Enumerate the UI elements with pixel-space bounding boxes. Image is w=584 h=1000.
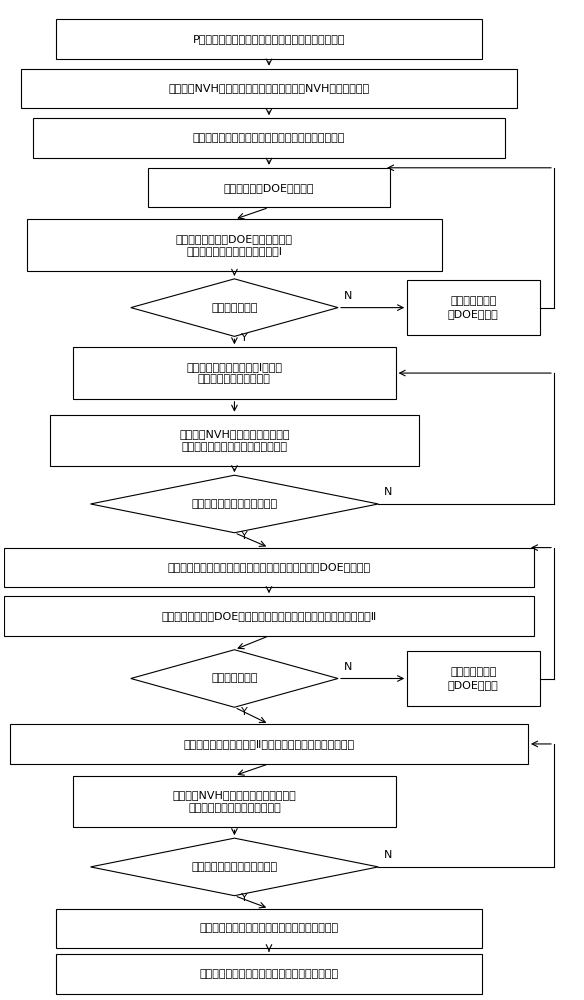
Text: 对悬置軬套刚度确定性优化结果进行稳健性分析: 对悬置軬套刚度确定性优化结果进行稳健性分析 [199, 923, 339, 933]
FancyBboxPatch shape [148, 168, 390, 207]
Text: N: N [384, 850, 392, 860]
Text: 满足整车怨速振动性能要求？: 满足整车怨速振动性能要求？ [192, 499, 277, 509]
FancyBboxPatch shape [73, 347, 395, 399]
Text: 满足精度要求？: 满足精度要求？ [211, 674, 258, 684]
Text: 增加悬置軬套刚
度DOE样本点: 增加悬置軬套刚 度DOE样本点 [448, 667, 499, 690]
Text: 在悬置安装位置已确定的基础上，进行悬置軬套刚度DOE采样计算: 在悬置安装位置已确定的基础上，进行悬置軬套刚度DOE采样计算 [168, 562, 370, 572]
Text: Y: Y [241, 707, 248, 717]
Text: N: N [344, 662, 352, 672]
Polygon shape [131, 279, 338, 336]
FancyBboxPatch shape [56, 909, 482, 948]
FancyBboxPatch shape [4, 548, 534, 587]
FancyBboxPatch shape [50, 415, 419, 466]
Polygon shape [131, 650, 338, 707]
Text: 提取悬置軬套刚度DOE样本点与计算结果，建立径向基函数近似模型Ⅱ: 提取悬置軬套刚度DOE样本点与计算结果，建立径向基函数近似模型Ⅱ [161, 611, 377, 621]
Text: 对悬置軬套刚度确定性优化结果进行稳健性优化: 对悬置軬套刚度确定性优化结果进行稳健性优化 [199, 969, 339, 979]
Text: 调用整车NVH仿真分析模型，对悬
置安装位置确定性优化结果进行验证: 调用整车NVH仿真分析模型，对悬 置安装位置确定性优化结果进行验证 [179, 429, 290, 452]
Text: Y: Y [241, 531, 248, 541]
FancyBboxPatch shape [73, 776, 395, 827]
Text: 提取悬置安装位置DOE样本点与计算
结果，建立径向基函数近似模型Ⅰ: 提取悬置安装位置DOE样本点与计算 结果，建立径向基函数近似模型Ⅰ [176, 234, 293, 256]
Text: N: N [344, 291, 352, 301]
Text: 满足精度要求？: 满足精度要求？ [211, 303, 258, 313]
Text: 悬置安装位置参数化建模和悬置軬套刚度参数化建模: 悬置安装位置参数化建模和悬置軬套刚度参数化建模 [193, 133, 345, 143]
Text: 悬置安装位置DOE采样计算: 悬置安装位置DOE采样计算 [224, 183, 314, 193]
FancyBboxPatch shape [22, 69, 516, 108]
FancyBboxPatch shape [33, 118, 505, 158]
Text: Y: Y [241, 893, 248, 903]
Text: 基于径向基函数近似模型Ⅱ，进行悬置軬套刚度确定性优化: 基于径向基函数近似模型Ⅱ，进行悬置軬套刚度确定性优化 [183, 739, 354, 749]
Text: 增加悬置安装位
置DOE样本点: 增加悬置安装位 置DOE样本点 [448, 296, 499, 319]
FancyBboxPatch shape [407, 280, 540, 335]
Text: 基于径向基函数近似模型Ⅰ，进行
悬置安装位置确定性优化: 基于径向基函数近似模型Ⅰ，进行 悬置安装位置确定性优化 [186, 362, 283, 384]
FancyBboxPatch shape [10, 724, 528, 764]
Text: P图分析，确定悬置系统稳健性优化设计的相关参数: P图分析，确定悬置系统稳健性优化设计的相关参数 [193, 34, 345, 44]
FancyBboxPatch shape [56, 954, 482, 994]
Text: 满足整车怨速振动性能要求？: 满足整车怨速振动性能要求？ [192, 862, 277, 872]
Text: Y: Y [241, 333, 248, 343]
FancyBboxPatch shape [56, 19, 482, 59]
Polygon shape [91, 838, 378, 896]
Text: 调用整车NVH仿真分析模型，对悬置軬
套刚度确定性优化结果进行验证: 调用整车NVH仿真分析模型，对悬置軬 套刚度确定性优化结果进行验证 [172, 790, 296, 813]
FancyBboxPatch shape [27, 219, 442, 271]
FancyBboxPatch shape [4, 596, 534, 636]
FancyBboxPatch shape [407, 651, 540, 706]
Text: N: N [384, 487, 392, 497]
Text: 搞建整车NVH仿真分析模型，进行整车怨速NVH性能仿真分析: 搞建整车NVH仿真分析模型，进行整车怨速NVH性能仿真分析 [168, 83, 370, 93]
Polygon shape [91, 475, 378, 533]
